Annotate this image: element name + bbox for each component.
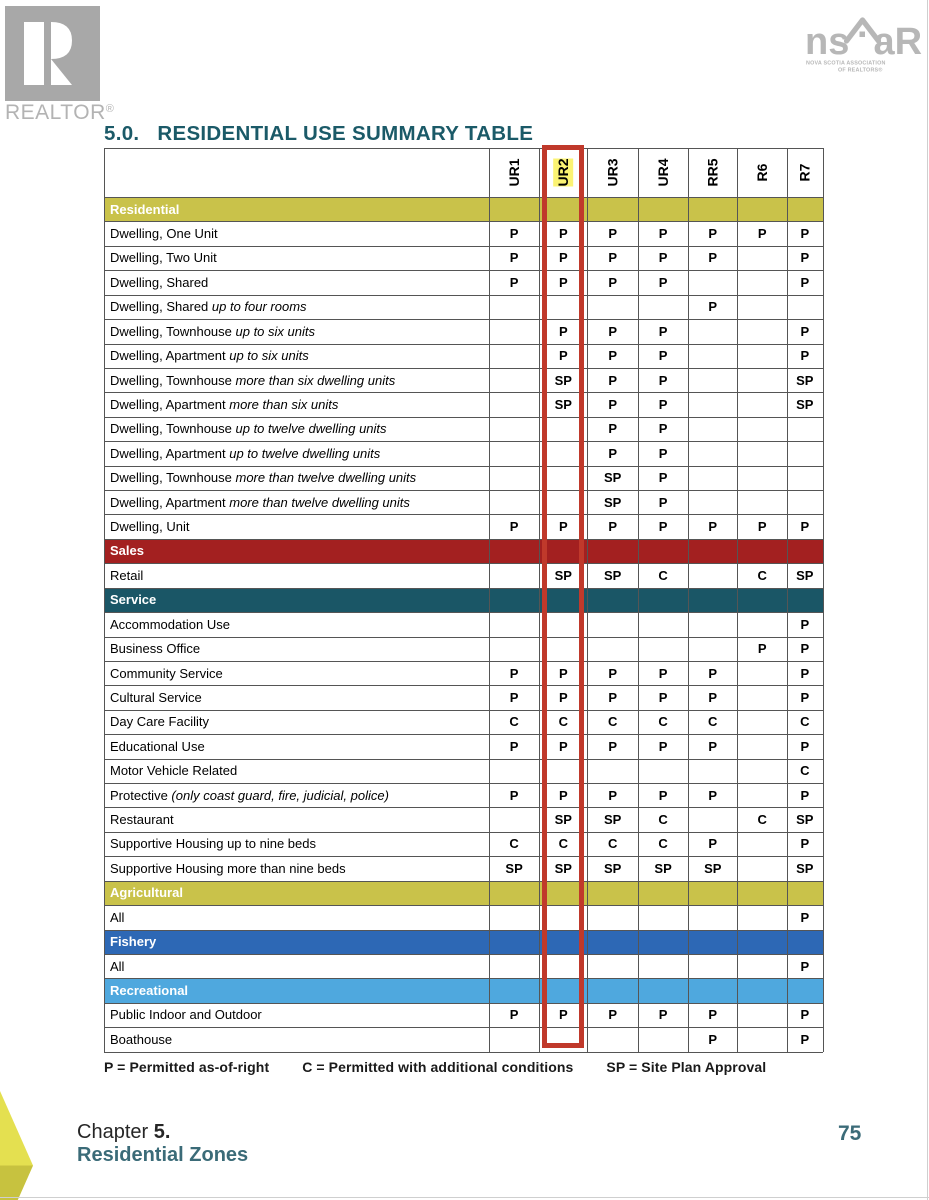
svg-text:ns: ns bbox=[805, 21, 849, 63]
svg-text:aR: aR bbox=[874, 21, 923, 63]
svg-text:OF REALTORS®: OF REALTORS® bbox=[838, 67, 883, 74]
svg-text:NOVA SCOTIA ASSOCIATION: NOVA SCOTIA ASSOCIATION bbox=[806, 61, 886, 67]
